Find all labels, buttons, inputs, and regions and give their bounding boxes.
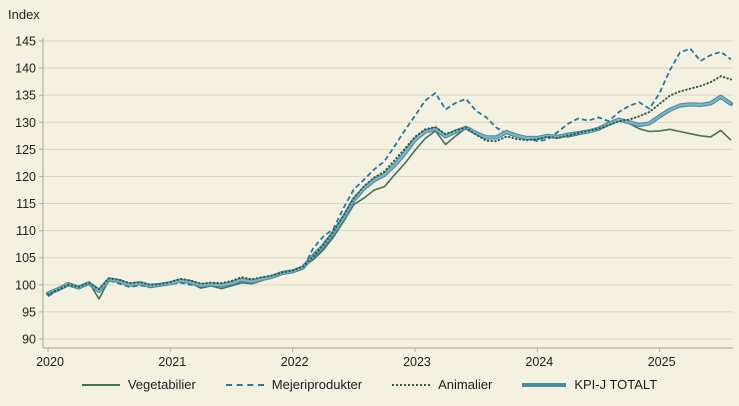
legend-item-vegetabilier: Vegetabilier: [81, 377, 196, 392]
y-axis-tick-label: 100: [15, 278, 36, 292]
y-axis-tick-label: 135: [15, 89, 36, 103]
y-axis-tick-label: 130: [15, 116, 36, 130]
x-axis-tick-label: 2025: [648, 355, 676, 369]
chart-legend: Vegetabilier Mejeriprodukter Animalier K…: [0, 377, 739, 392]
y-axis-tick-label: 120: [15, 170, 36, 184]
legend-item-kpi-j-totalt: KPI-J TOTALT: [522, 377, 657, 392]
series-line-vegetabilier: [47, 118, 732, 300]
y-axis-tick-label: 125: [15, 143, 36, 157]
y-axis-tick-label: 95: [22, 305, 36, 319]
series-line-kpi-j-totalt: [47, 95, 732, 295]
vegetabilier-line-icon: [81, 383, 120, 386]
x-axis-tick-label: 2020: [36, 355, 64, 369]
y-axis-tick-label: 110: [16, 224, 36, 238]
x-axis-tick-label: 2022: [281, 355, 309, 369]
y-axis-tick-label: 115: [16, 197, 36, 211]
series-line-animalier: [47, 75, 732, 296]
legend-label-vegetabilier: Vegetabilier: [127, 377, 196, 392]
y-axis-tick-label: 105: [15, 251, 36, 265]
legend-label-animalier: Animalier: [438, 377, 493, 392]
chart-plot-area: 90 95 100 105 110 115 120 125 130 135 140 145 2020 20…: [15, 35, 734, 369]
legend-item-mejeriprodukter: Mejeriprodukter: [225, 377, 363, 392]
legend-label-kpi-j-totalt: KPI-J TOTALT: [574, 377, 658, 392]
series-line-kpi-j-totalt-outline: [45, 94, 734, 296]
kpi-j-totalt-line-icon: [522, 382, 567, 387]
x-axis-tick-label: 2021: [158, 355, 186, 369]
y-axis-tick-label: 140: [15, 62, 36, 76]
legend-item-animalier: Animalier: [392, 377, 492, 392]
x-axis-tick-label: 2023: [403, 355, 431, 369]
y-axis-tick-label: 145: [15, 35, 36, 49]
x-axis-tick-label: 2024: [525, 355, 553, 369]
animalier-line-icon: [392, 383, 431, 386]
y-axis-tick-label: 90: [22, 333, 36, 347]
legend-label-mejeriprodukter: Mejeriprodukter: [271, 377, 363, 392]
chart-title: Index: [8, 7, 40, 22]
mejeriprodukter-line-icon: [225, 383, 264, 386]
